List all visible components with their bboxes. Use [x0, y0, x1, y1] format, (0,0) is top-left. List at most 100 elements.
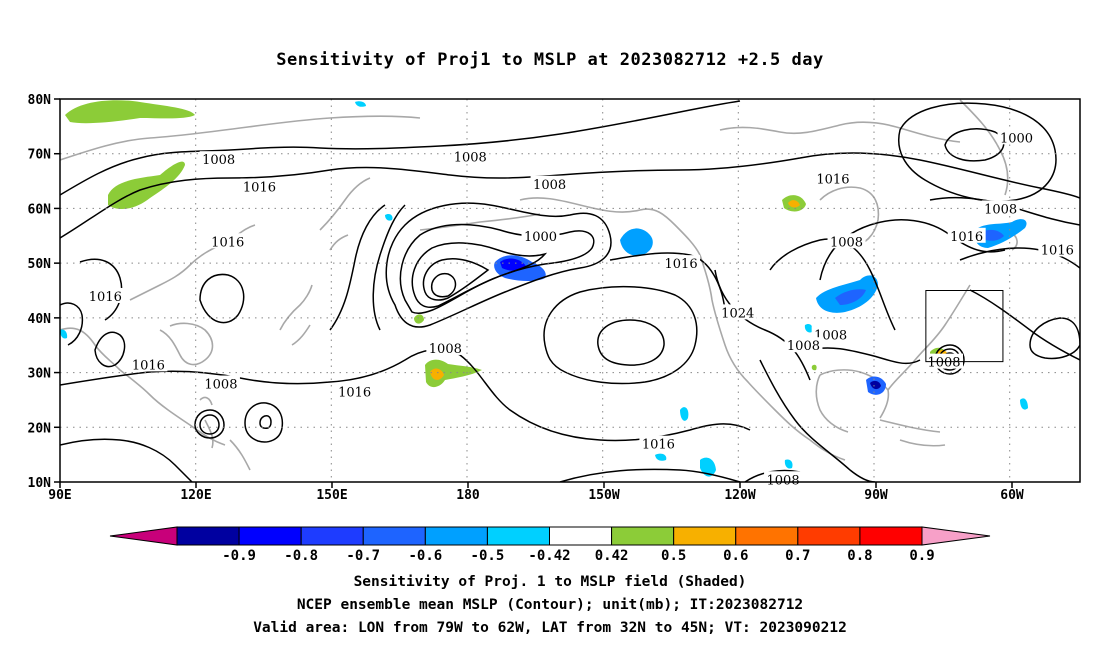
- lon-label: 90E: [48, 488, 71, 503]
- contour-label: 1016: [132, 358, 165, 373]
- contour-label: 1008: [454, 150, 487, 165]
- contour-label: 1016: [816, 172, 849, 187]
- contour-label-bg: [521, 227, 560, 243]
- coast-japan: [279, 284, 313, 346]
- contour-label: 1008: [204, 378, 237, 393]
- lat-label: 40N: [28, 312, 52, 327]
- colorbar-swatch: [424, 526, 488, 546]
- contour-label-bg: [335, 383, 374, 399]
- contour-label: 1016: [665, 257, 698, 272]
- lon-label: 90W: [864, 488, 888, 503]
- coast-east-asia: [60, 224, 256, 446]
- contour-label: 1000: [524, 230, 557, 245]
- contour-label-bg: [240, 178, 279, 194]
- contour-label-bg: [1038, 241, 1077, 257]
- contour-label: 1000: [1000, 131, 1033, 146]
- contour-label: 1016: [89, 290, 122, 305]
- contour-1016-subtropical: [60, 348, 751, 442]
- contour-label-bg: [639, 435, 678, 451]
- contour-label: 1008: [787, 339, 820, 354]
- contour-label: 1024: [721, 306, 754, 321]
- lat-label: 80N: [28, 93, 52, 108]
- contour-label: 1016: [243, 181, 276, 196]
- contour-label: 1016: [950, 230, 983, 245]
- coast-caribbean: [879, 419, 946, 447]
- coast-arctic-canada: [719, 121, 961, 143]
- lon-label: 120E: [180, 488, 211, 503]
- lon-label: 150E: [316, 488, 347, 503]
- contour-1000-aleutian-inner2: [422, 258, 490, 301]
- contour-label: 1008: [429, 342, 462, 357]
- chart-title: Sensitivity of Proj1 to MSLP at 20230827…: [276, 50, 824, 70]
- contour-label-bg: [981, 200, 1020, 216]
- contour-1000-aleutian-outer: [385, 202, 612, 328]
- caption-line-3: Valid area: LON from 79W to 62W, LAT fro…: [253, 620, 847, 636]
- lat-label: 60N: [28, 202, 52, 217]
- colorbar-swatch: [549, 526, 613, 546]
- contour-label-bg: [451, 148, 490, 164]
- colorbar-tick-label: 0.8: [847, 548, 872, 564]
- contour-1000-greenland: [944, 128, 1005, 162]
- coast-siberia: [60, 115, 421, 161]
- contour-1008-north: [60, 100, 741, 196]
- shade-blue-midwest-core: [835, 289, 866, 305]
- contour-label: 1008: [927, 356, 960, 371]
- contour-label: 1016: [642, 438, 675, 453]
- valid-area-box: [925, 290, 1004, 363]
- coast-alaska: [519, 197, 701, 256]
- contour-label-bg: [208, 233, 247, 249]
- contour-asia-west: [60, 258, 245, 368]
- shade-green-mongolia: [108, 161, 185, 210]
- lat-label: 70N: [28, 148, 52, 163]
- colorbar-swatch: [797, 526, 861, 546]
- colorbar-swatch: [238, 526, 302, 546]
- colorbar-tick-label: -0.42: [528, 548, 570, 564]
- contour-1008-eastpac: [759, 347, 921, 482]
- colorbar-swatch: [176, 526, 240, 546]
- shade-orange-canada: [788, 200, 800, 208]
- contour-label-bg: [530, 175, 569, 191]
- contour-label-bg: [86, 287, 125, 303]
- contour-label: 1008: [202, 153, 235, 168]
- contour-label-bg: [199, 151, 238, 167]
- contour-1000-aleutian-core: [430, 272, 457, 298]
- contour-1000-aleutian-inner1: [411, 242, 548, 308]
- lon-label: 60W: [1000, 488, 1024, 503]
- shade-blue-labrador-core: [982, 229, 1004, 241]
- contour-1016-west-edge: [60, 438, 193, 482]
- contour-1024-high: [543, 285, 698, 385]
- coast-kamchatka: [319, 177, 371, 251]
- contour-1016-north: [60, 152, 1080, 239]
- lat-label: 50N: [28, 257, 52, 272]
- lon-label: 120W: [724, 488, 755, 503]
- lat-label: 30N: [28, 367, 52, 382]
- colorbar-tick-label: -0.7: [346, 548, 380, 564]
- lat-label: 20N: [28, 421, 52, 436]
- contour-1016-canada: [819, 219, 1006, 281]
- contour-label-bg: [662, 255, 701, 271]
- colorbar-tick-label: -0.8: [284, 548, 318, 564]
- colorbar-tick-label: -0.9: [222, 548, 256, 564]
- shade-darkblue-northpacific: [500, 258, 526, 271]
- contour-label-bg: [201, 375, 240, 391]
- contour-label-bg: [947, 227, 986, 243]
- contour-1016-pacific-west: [329, 204, 386, 331]
- contour-label-bg: [827, 233, 866, 249]
- contour-label-bg: [997, 129, 1036, 145]
- contour-label: 1008: [984, 202, 1017, 217]
- coast-north-america-west: [699, 254, 846, 461]
- colorbar-swatch: [611, 526, 675, 546]
- colorbar-tick-label: 0.7: [785, 548, 810, 564]
- colorbar-swatch: [362, 526, 426, 546]
- contour-1016-atlantic-cell: [1029, 317, 1080, 360]
- sensitivity-shading: [60, 100, 1028, 477]
- colorbar-swatch: [735, 526, 799, 546]
- shade-green-small: [414, 314, 424, 324]
- shade-cyan-gulf-alaska: [620, 228, 653, 256]
- contour-label: 1008: [830, 235, 863, 250]
- colorbar-swatch: [300, 526, 364, 546]
- colorbar-tick-label: 0.9: [909, 548, 934, 564]
